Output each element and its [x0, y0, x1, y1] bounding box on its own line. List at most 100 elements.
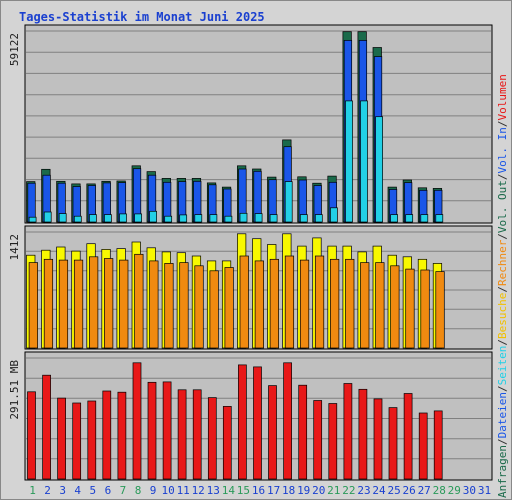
volumen-bar	[72, 402, 82, 480]
rechner-bar	[375, 262, 385, 349]
x-tick-label: 26	[402, 484, 415, 497]
rechner-bar	[299, 259, 310, 349]
legend-entry: /	[496, 233, 509, 240]
rechner-bar	[345, 258, 355, 349]
volumen-bar	[328, 403, 338, 480]
rechner-bar	[390, 265, 400, 349]
volumen-bar	[27, 391, 36, 480]
chart-title: Tages-Statistik im Monat Juni 2025	[19, 10, 265, 24]
volumen-bar	[177, 389, 187, 480]
legend-entry: Rechner	[496, 239, 509, 286]
seiten-bar	[390, 214, 398, 223]
volumen-bar	[162, 381, 172, 480]
legend-entry: Dateien	[496, 392, 509, 438]
x-tick-label: 27	[418, 484, 431, 497]
volumen-bar	[117, 391, 127, 480]
seiten-bar	[330, 207, 338, 223]
rechner-bar	[360, 262, 370, 349]
volumen-bar	[388, 407, 398, 480]
volumen-bar	[418, 412, 428, 480]
series-rechner	[28, 253, 445, 349]
x-tick-label: 9	[150, 484, 157, 497]
legend-entry: /	[496, 438, 509, 445]
legend-entry: /	[496, 120, 509, 127]
rechner-bar	[164, 263, 174, 349]
volumen-bar	[253, 366, 262, 480]
rechner-bar	[435, 271, 445, 349]
vertical-legend: Anfragen/Dateien/Seiten/Besuche/Rechner/…	[496, 74, 509, 498]
x-tick-label: 15	[237, 484, 250, 497]
panel-visits: 1412	[8, 225, 493, 350]
legend-entry: Volumen	[496, 74, 509, 120]
chart-panels: 59122 1412 291.51 MB	[8, 24, 493, 481]
seiten-bar	[134, 213, 142, 223]
x-tick-label: 20	[312, 484, 325, 497]
legend-entry: /	[496, 286, 509, 293]
rechner-bar	[73, 259, 84, 349]
volumen-bar	[268, 385, 277, 480]
rechner-bar	[330, 258, 340, 349]
seiten-bar	[58, 213, 67, 223]
volumen-bar	[222, 406, 232, 480]
legend-entry: Besuche	[496, 293, 509, 339]
legend-entry: Seiten	[496, 346, 509, 386]
rechner-bar	[28, 262, 38, 349]
volumen-bar	[358, 388, 368, 480]
seiten-bar	[405, 214, 414, 223]
seiten-bar	[284, 181, 293, 223]
y-max-label: 1412	[8, 234, 21, 261]
x-tick-label: 14	[222, 484, 236, 497]
seiten-bar	[254, 213, 263, 223]
x-tick-label: 3	[59, 484, 66, 497]
x-tick-label: 31	[478, 484, 491, 497]
volumen-bar	[343, 383, 353, 480]
x-tick-label: 5	[89, 484, 96, 497]
seiten-bar	[104, 214, 112, 223]
rechner-bar	[104, 258, 114, 349]
y-max-label: 59122	[8, 33, 21, 66]
rechner-bar	[89, 256, 99, 349]
volumen-bar	[433, 410, 443, 480]
seiten-bar	[314, 214, 323, 223]
seiten-bar	[179, 214, 188, 223]
seiten-bar	[89, 214, 97, 223]
x-tick-label: 28	[433, 484, 446, 497]
x-tick-label: 22	[342, 484, 355, 497]
series-seiten	[28, 100, 444, 223]
seiten-bar	[209, 214, 218, 223]
volumen-bar	[147, 381, 157, 480]
series-volumen	[27, 362, 443, 480]
rechner-bar	[269, 258, 279, 349]
rechner-bar	[119, 259, 129, 349]
seiten-bar	[269, 214, 278, 223]
rechner-bar	[254, 260, 264, 349]
seiten-bar	[299, 214, 308, 223]
volumen-bar	[313, 400, 323, 480]
volumen-bar	[42, 374, 51, 480]
rechner-bar	[134, 253, 144, 349]
seiten-bar	[164, 215, 173, 223]
x-tick-label: 6	[105, 484, 112, 497]
x-tick-label: 21	[327, 484, 340, 497]
rechner-bar	[149, 260, 159, 349]
volumen-bar	[57, 397, 66, 480]
seiten-bar	[224, 215, 233, 223]
x-tick-label: 1	[29, 484, 36, 497]
volumen-bar	[132, 362, 142, 480]
panel-requests: 59122	[8, 24, 493, 224]
x-tick-label: 16	[252, 484, 265, 497]
volumen-bar	[102, 390, 112, 480]
seiten-bar	[375, 116, 383, 223]
volumen-bar	[283, 362, 292, 480]
volumen-bar	[192, 389, 202, 480]
rechner-bar	[58, 259, 69, 349]
rechner-bar	[239, 255, 249, 349]
rechner-bar	[43, 258, 54, 349]
y-max-label: 291.51 MB	[8, 360, 21, 420]
seiten-bar	[28, 216, 37, 223]
x-tick-label: 29	[448, 484, 461, 497]
seiten-bar	[43, 211, 52, 223]
x-tick-label: 17	[267, 484, 280, 497]
